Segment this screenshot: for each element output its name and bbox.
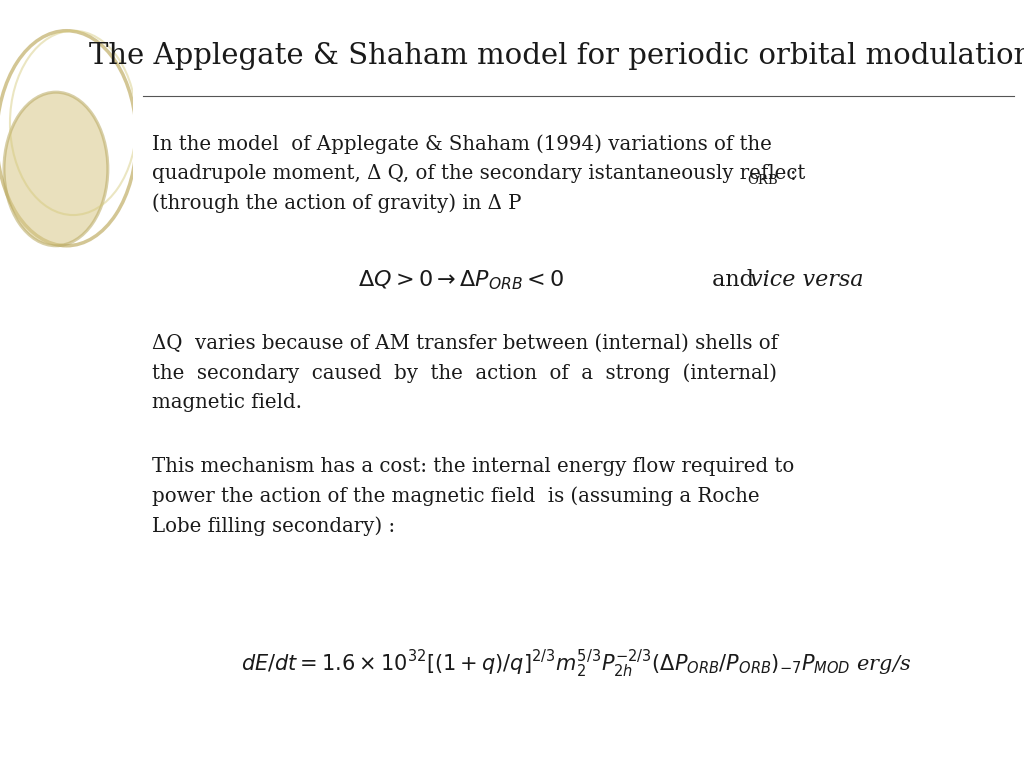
- Text: and: and: [705, 270, 761, 291]
- Text: vice versa: vice versa: [750, 270, 863, 291]
- Text: ΔQ  varies because of AM transfer between (internal) shells of
the  secondary  c: ΔQ varies because of AM transfer between…: [152, 334, 777, 412]
- Text: The Applegate & Shaham model for periodic orbital modulations: The Applegate & Shaham model for periodi…: [89, 42, 1024, 70]
- Text: :: :: [790, 164, 796, 184]
- Ellipse shape: [4, 92, 108, 246]
- Text: $dE/dt = 1.6\times10^{32}\left[(1+q)/q\right]^{2/3}m_2^{5/3}P_{2h}^{-2/3}(\Delta: $dE/dt = 1.6\times10^{32}\left[(1+q)/q\r…: [241, 648, 910, 680]
- Text: This mechanism has a cost: the internal energy flow required to
power the action: This mechanism has a cost: the internal …: [152, 457, 794, 535]
- Text: $\Delta Q > 0 \rightarrow \Delta P_{ORB} < 0$: $\Delta Q > 0 \rightarrow \Delta P_{ORB}…: [358, 269, 565, 292]
- Text: In the model  of Applegate & Shaham (1994) variations of the
quadrupole moment, : In the model of Applegate & Shaham (1994…: [152, 134, 805, 213]
- Text: ORB: ORB: [748, 174, 778, 187]
